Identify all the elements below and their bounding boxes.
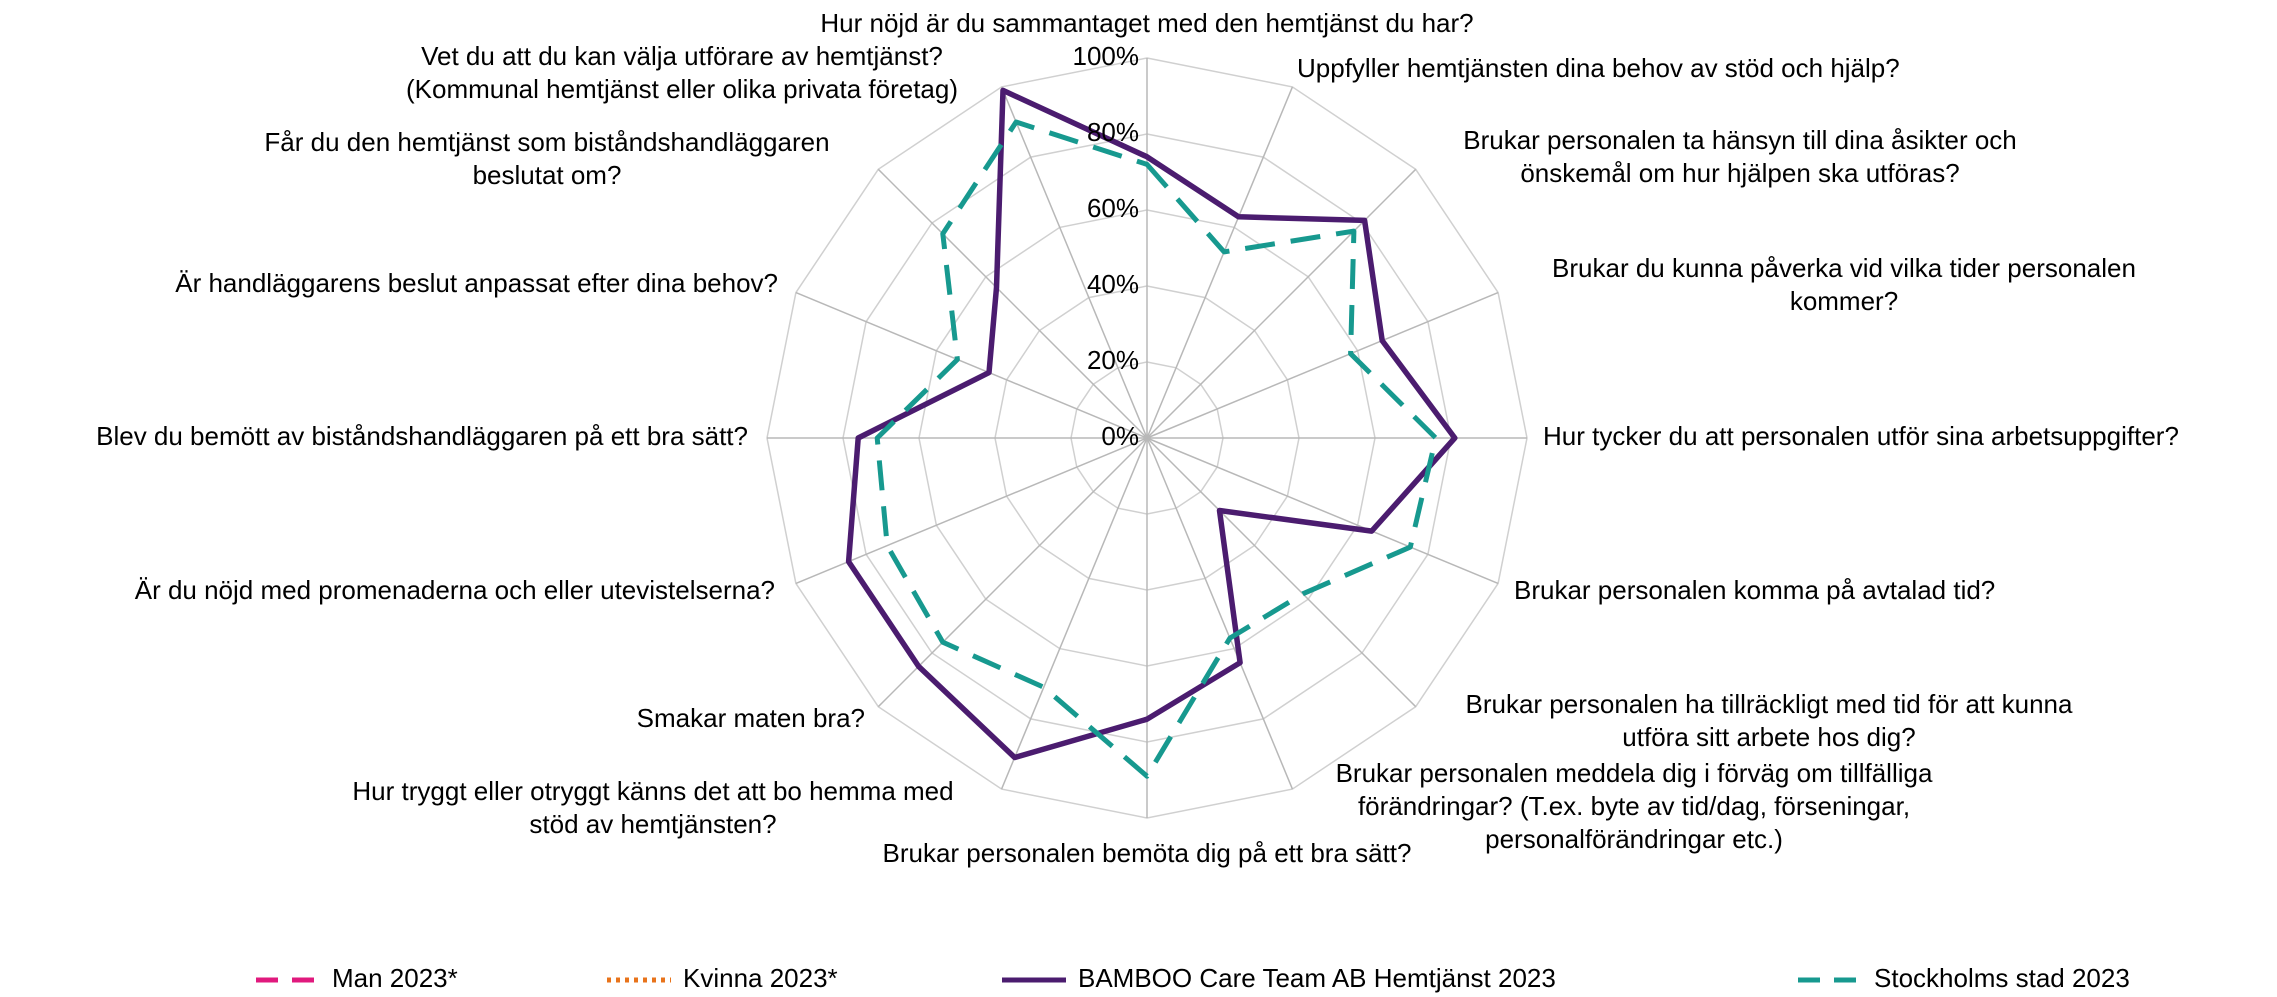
axis-label: beslutat om? (473, 160, 622, 190)
spoke (1146, 437, 1499, 585)
series-line (845, 87, 1458, 761)
spoke (1000, 437, 1148, 790)
axis-label: Smakar maten bra? (637, 703, 865, 733)
axis-label: Vet du att du kan välja utförare av hemt… (421, 41, 943, 71)
axis-label: Hur tycker du att personalen utför sina … (1543, 421, 2179, 451)
axis-label: Brukar personalen ha tillräckligt med ti… (1466, 689, 2074, 719)
spoke (795, 291, 1148, 439)
axis-label: stöd av hemtjänsten? (529, 809, 776, 839)
series-line (874, 119, 1439, 779)
spoke (877, 437, 1148, 708)
axis-label: Får du den hemtjänst som biståndshandläg… (264, 127, 829, 157)
axis-label: Hur nöjd är du sammantaget med den hemtj… (820, 8, 1473, 38)
spoke (795, 437, 1148, 585)
legend-label: Man 2023* (332, 963, 458, 993)
axis-label: förändringar? (T.ex. byte av tid/dag, fö… (1358, 791, 1910, 821)
legend-label: Kvinna 2023* (683, 963, 838, 993)
spoke (1000, 86, 1148, 439)
spoke (1146, 86, 1294, 439)
axis-label: Hur tryggt eller otryggt känns det att b… (352, 776, 953, 806)
tick-label: 20% (1087, 345, 1139, 375)
tick-label: 100% (1073, 41, 1140, 71)
spoke (1146, 291, 1499, 439)
axis-label: kommer? (1790, 286, 1898, 316)
axis-label: Brukar personalen bemöta dig på ett bra … (883, 838, 1412, 868)
axis-label: personalförändringar etc.) (1485, 824, 1783, 854)
axis-label: (Kommunal hemtjänst eller olika privata … (406, 74, 958, 104)
axis-label: önskemål om hur hjälpen ska utföras? (1520, 158, 1959, 188)
spoke (1146, 168, 1417, 439)
legend-label: Stockholms stad 2023 (1874, 963, 2130, 993)
legend-label: BAMBOO Care Team AB Hemtjänst 2023 (1078, 963, 1556, 993)
axis-label: Brukar du kunna påverka vid vilka tider … (1552, 253, 2136, 283)
tick-label: 80% (1087, 117, 1139, 147)
axis-label: Är du nöjd med promenaderna och eller ut… (135, 575, 775, 605)
axis-label: Brukar personalen meddela dig i förväg o… (1336, 758, 1933, 788)
spoke (1146, 437, 1417, 708)
tick-label: 0% (1101, 421, 1139, 451)
axis-label: Uppfyller hemtjänsten dina behov av stöd… (1297, 53, 1900, 83)
tick-label: 40% (1087, 269, 1139, 299)
spoke (1146, 437, 1294, 790)
spoke (877, 168, 1148, 439)
axis-label: Blev du bemött av biståndshandläggaren p… (96, 421, 748, 451)
axis-label: Brukar personalen komma på avtalad tid? (1514, 575, 1995, 605)
axis-label: Brukar personalen ta hänsyn till dina ås… (1463, 125, 2017, 155)
axis-label: utföra sitt arbete hos dig? (1622, 722, 1915, 752)
axis-label: Är handläggarens beslut anpassat efter d… (175, 268, 778, 298)
tick-label: 60% (1087, 193, 1139, 223)
